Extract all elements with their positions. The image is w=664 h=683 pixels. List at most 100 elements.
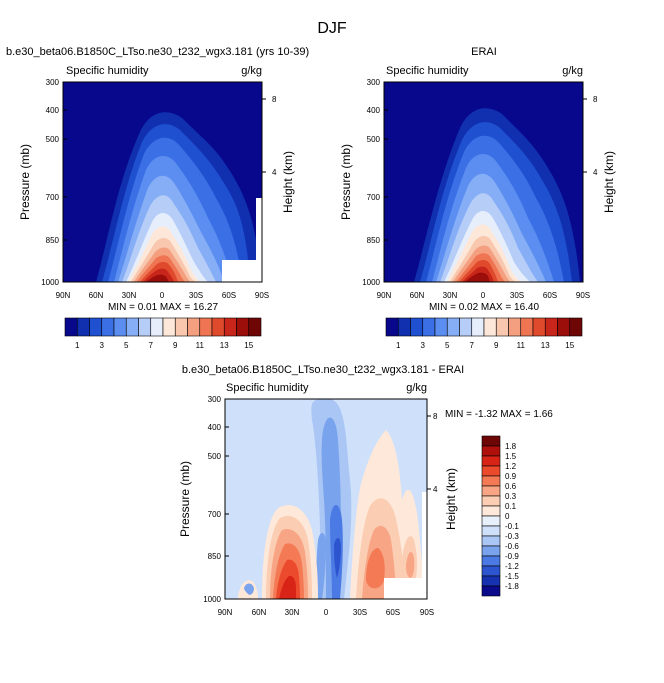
colorbar-tick-label: 1 [396,341,401,350]
colorbar-tick-label: -0.6 [505,542,519,551]
colorbar-swatch [76,317,90,337]
colorbar-tick-label: 11 [517,341,526,350]
colorbar-swatch [481,545,501,557]
colorbar-swatch [483,317,497,337]
colorbar-tick-label: 13 [541,341,550,350]
panel-diff-variable-label: Specific humidity [226,382,309,394]
colorbar-tick-label: 0.1 [505,502,517,511]
colorbar-tick-label: 0.3 [505,492,517,501]
colorbar-swatch [520,317,534,337]
missing-data-mask [422,492,427,578]
colorbar-tick-label: 7 [470,341,475,350]
colorbar-tick-label: 3 [100,341,105,350]
panel-obs-plot-area [384,82,583,282]
y-tick-label: 300 [46,78,60,87]
y-tick-label: 850 [367,236,381,245]
colorbar-swatch [495,317,509,337]
contour-fill [465,272,490,282]
colorbar-tick-label: 1.2 [505,462,517,471]
colorbar-swatch [481,575,501,587]
contour-fill [334,537,341,578]
colorbar-swatch [199,317,213,337]
x-tick-label: 30N [285,608,300,617]
contour-fill [316,533,326,599]
x-tick-label: 0 [324,608,329,617]
x-tick-label: 30N [443,291,458,300]
colorbar-swatch [544,317,558,337]
y2-tick-label: 4 [272,168,277,177]
y-tick-label: 850 [208,552,222,561]
contour-fill [366,548,385,589]
colorbar-tick-label: -0.3 [505,532,519,541]
y-axis-label: Pressure (mb) [178,461,192,537]
colorbar-swatch [481,535,501,547]
panel-obs-x-axis: 90N 60N 30N 0 30S 60S 90S [377,291,590,300]
colorbar-tick-label: 7 [149,341,154,350]
panel-model-y2-axis: 8 4 Height (km) [262,95,295,213]
y-tick-label: 500 [46,135,60,144]
y2-axis-label: Height (km) [444,468,458,530]
y-axis-label: Pressure (mb) [18,144,32,220]
x-tick-label: 90S [576,291,590,300]
x-tick-label: 60S [386,608,400,617]
colorbar-swatch [481,495,501,507]
colorbar-tick-label: 0.6 [505,482,517,491]
colorbar-swatch [138,317,152,337]
colorbar-swatch [422,317,436,337]
colorbar-swatch [162,317,176,337]
panel-diff-colorbar: 1.81.51.20.90.60.30.10-0.1-0.3-0.6-0.9-1… [481,435,519,597]
contour-fill [146,274,169,282]
panel-model-plot-area [63,82,262,282]
colorbar-swatch [410,317,424,337]
y-tick-label: 500 [367,135,381,144]
panel-diff-title: b.e30_beta06.B1850C_LTso.ne30_t232_wgx3.… [182,364,464,376]
missing-data-mask [256,198,262,260]
panel-model-y-axis: 300 400 500 700 850 1000 Pressure (mb) [18,78,67,287]
colorbar-tick-label: -1.8 [505,582,519,591]
x-tick-label: 0 [160,291,165,300]
colorbar-swatch [223,317,237,337]
panel-obs-title: ERAI [471,46,497,58]
x-tick-label: 90N [218,608,233,617]
panel-obs: ERAI Specific humidity g/kg 300 400 500 [339,46,616,350]
y-tick-label: 1000 [203,595,221,604]
y-tick-label: 300 [367,78,381,87]
missing-data-mask [384,578,427,599]
panel-model-min-max: MIN = 0.01 MAX = 16.27 [108,302,218,313]
y-tick-label: 300 [208,395,222,404]
panel-obs-min-max: MIN = 0.02 MAX = 16.40 [429,302,539,313]
y-axis-label: Pressure (mb) [339,144,353,220]
colorbar-tick-label: 13 [220,341,229,350]
colorbar-tick-label: 0.9 [505,472,517,481]
panel-diff-frame [224,398,428,600]
panel-obs-variable-label: Specific humidity [386,65,469,77]
colorbar-tick-label: 5 [445,341,450,350]
x-tick-label: 90S [255,291,269,300]
x-tick-label: 90N [56,291,71,300]
panel-model: b.e30_beta06.B1850C_LTso.ne30_t232_wgx3.… [6,46,309,350]
panel-diff-units-label: g/kg [406,382,427,394]
x-tick-label: 30N [122,291,137,300]
colorbar-swatch [150,317,164,337]
colorbar-swatch [64,317,78,337]
colorbar-swatch [397,317,411,337]
colorbar-tick-label: -1.2 [505,562,519,571]
y-tick-label: 1000 [362,278,380,287]
colorbar-swatch [248,317,262,337]
panel-diff-x-axis: 90N 60N 30N 0 30S 60S 90S [218,608,434,617]
colorbar-swatch [125,317,139,337]
colorbar-swatch [481,465,501,477]
panel-model-units-label: g/kg [241,65,262,77]
x-tick-label: 30S [353,608,367,617]
panel-diff-plot-area [225,399,427,599]
x-tick-label: 90N [377,291,392,300]
x-tick-label: 60N [252,608,267,617]
colorbar-tick-label: 1 [75,341,80,350]
contour-fill [406,551,415,578]
colorbar-swatch [569,317,583,337]
colorbar-swatch [481,565,501,577]
colorbar-swatch [481,455,501,467]
y2-tick-label: 8 [272,95,277,104]
y-tick-label: 700 [367,193,381,202]
